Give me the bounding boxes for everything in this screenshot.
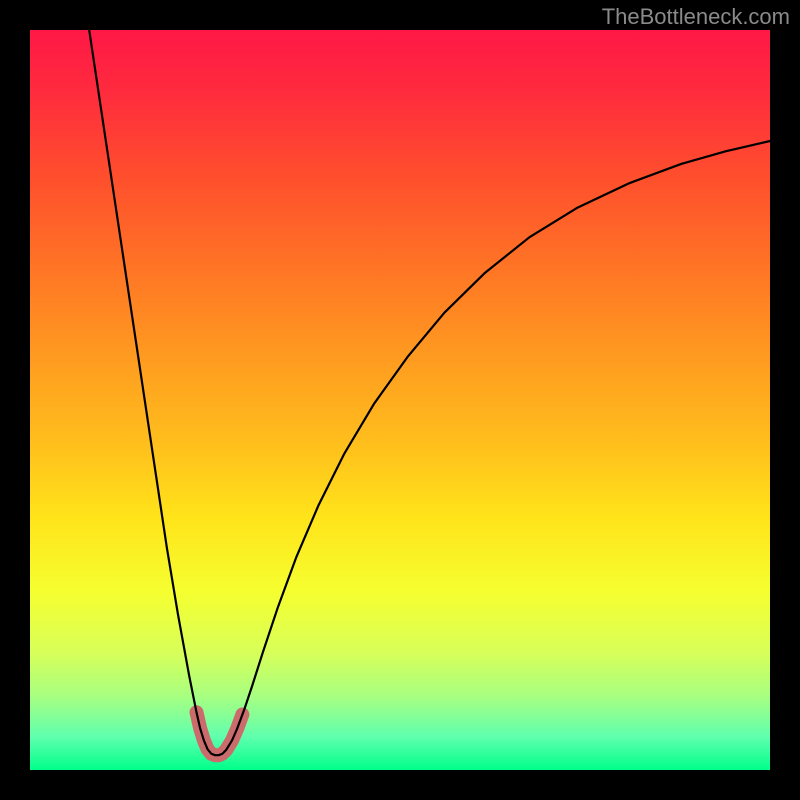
chart-container: TheBottleneck.com [0, 0, 800, 800]
bottleneck-curve-chart [0, 0, 800, 800]
plot-background [30, 30, 770, 770]
